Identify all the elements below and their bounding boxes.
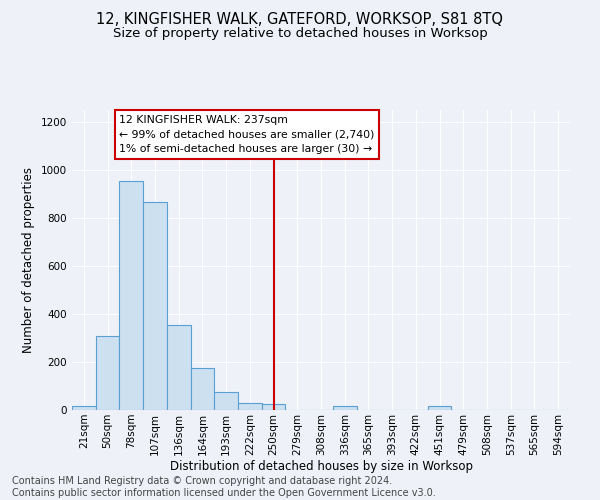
Bar bbox=[333, 406, 356, 410]
Bar bbox=[214, 392, 238, 410]
Bar bbox=[262, 404, 286, 410]
Bar bbox=[72, 406, 96, 410]
Bar bbox=[96, 336, 119, 410]
Bar bbox=[119, 181, 143, 410]
Bar bbox=[428, 406, 451, 410]
X-axis label: Distribution of detached houses by size in Worksop: Distribution of detached houses by size … bbox=[170, 460, 473, 473]
Bar bbox=[191, 368, 214, 410]
Y-axis label: Number of detached properties: Number of detached properties bbox=[22, 167, 35, 353]
Bar bbox=[167, 325, 191, 410]
Bar bbox=[238, 403, 262, 410]
Text: Contains HM Land Registry data © Crown copyright and database right 2024.
Contai: Contains HM Land Registry data © Crown c… bbox=[12, 476, 436, 498]
Text: Size of property relative to detached houses in Worksop: Size of property relative to detached ho… bbox=[113, 28, 487, 40]
Text: 12 KINGFISHER WALK: 237sqm
← 99% of detached houses are smaller (2,740)
1% of se: 12 KINGFISHER WALK: 237sqm ← 99% of deta… bbox=[119, 115, 375, 154]
Text: 12, KINGFISHER WALK, GATEFORD, WORKSOP, S81 8TQ: 12, KINGFISHER WALK, GATEFORD, WORKSOP, … bbox=[97, 12, 503, 28]
Bar bbox=[143, 202, 167, 410]
